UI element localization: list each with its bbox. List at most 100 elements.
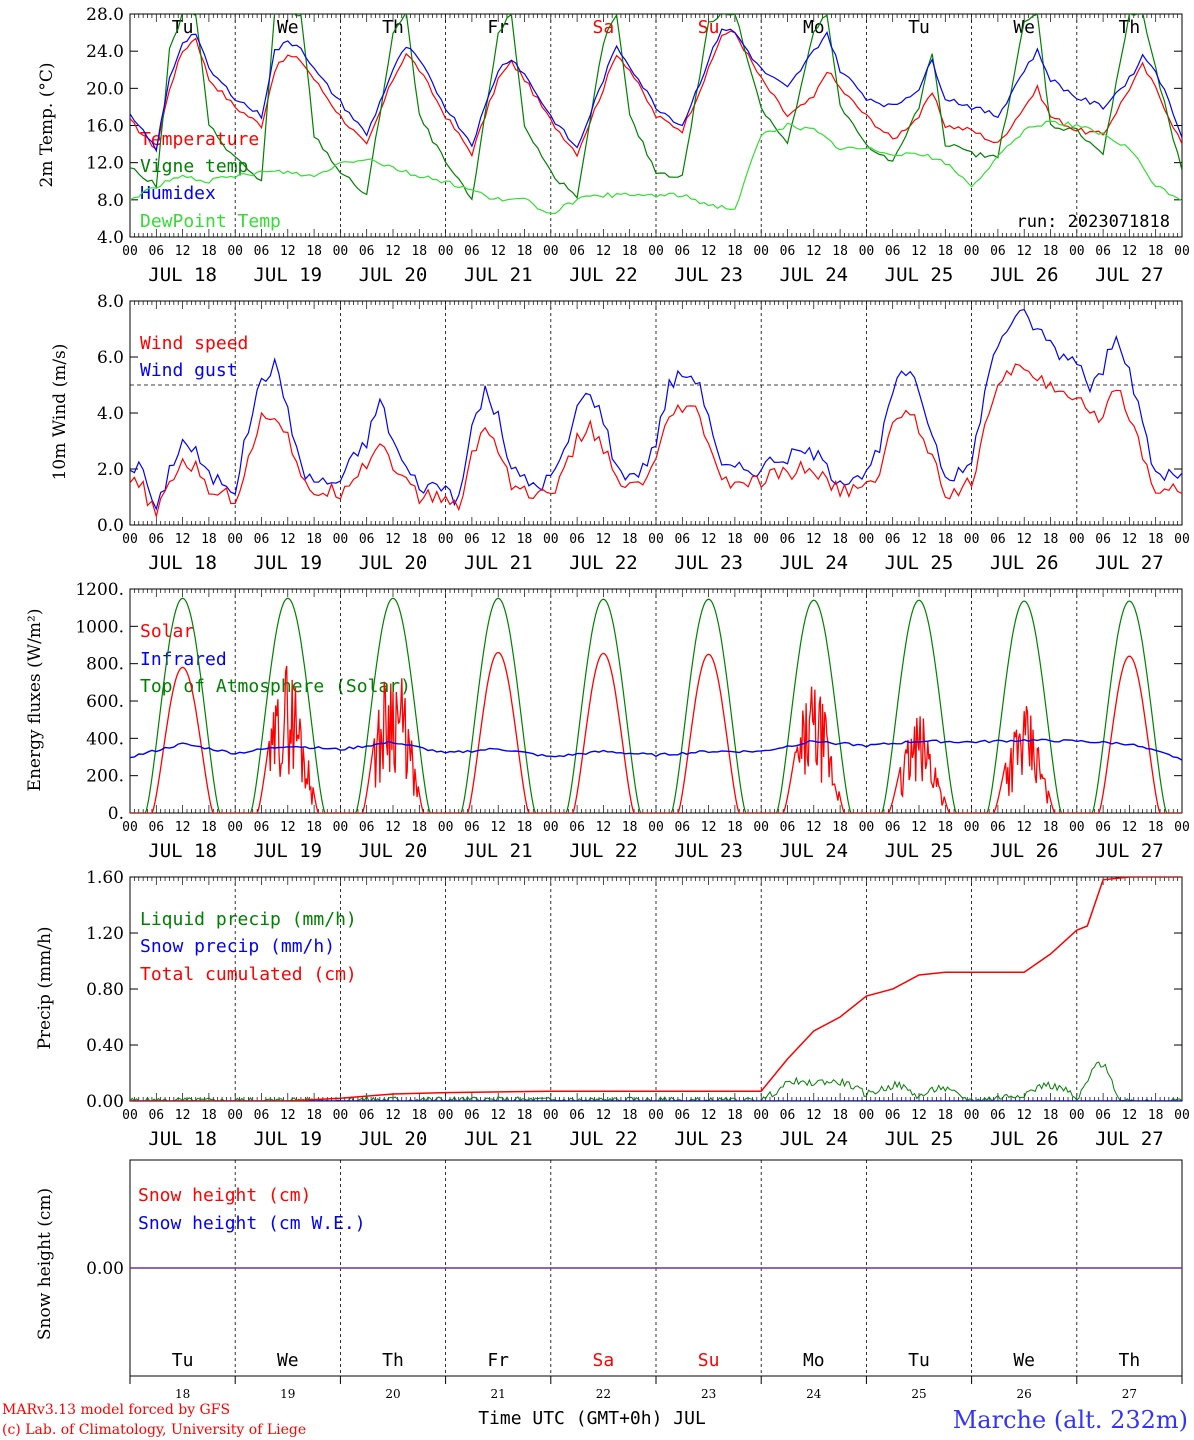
wind-panel: 10m Wind (m/s) Wind speed Wind gust: [50, 333, 248, 480]
hour-label: 00: [543, 532, 559, 547]
xaxis-title: Time UTC (GMT+0h) JUL: [478, 1408, 706, 1429]
hour-label: 12: [596, 244, 612, 259]
y-tick-label: 600.: [86, 692, 124, 712]
hour-label: 00: [753, 532, 769, 547]
hour-label: 00: [122, 1108, 138, 1123]
hour-label: 06: [254, 532, 270, 547]
date-label: JUL 27: [1095, 552, 1164, 574]
station-label: Marche (alt. 232m): [953, 1406, 1188, 1434]
day-number: 25: [911, 1387, 926, 1401]
temp-frame: [129, 13, 1183, 238]
hour-label: 06: [569, 244, 585, 259]
weekday-label: Su: [698, 1350, 720, 1371]
date-label: JUL 26: [990, 552, 1059, 574]
hour-label: 00: [438, 532, 454, 547]
hour-label: 00: [753, 1108, 769, 1123]
date-label: JUL 26: [990, 1128, 1059, 1150]
hour-label: 18: [832, 1108, 848, 1123]
hour-label: 00: [122, 820, 138, 835]
y-tick-label: 0.00: [86, 1259, 124, 1279]
day-number: 22: [596, 1387, 611, 1401]
date-label: JUL 25: [885, 840, 954, 862]
hour-label: 00: [1069, 244, 1085, 259]
hour-label: 12: [806, 532, 822, 547]
hour-label: 06: [1095, 820, 1111, 835]
hour-label: 18: [517, 244, 533, 259]
hour-label: 00: [227, 820, 243, 835]
legend-dewpoint: DewPoint Temp: [140, 211, 281, 232]
y-tick-label: 20.0: [86, 79, 124, 99]
y-tick-label: 1.20: [86, 924, 124, 944]
weekday-label: Fr: [487, 1350, 509, 1371]
hour-label: 18: [937, 532, 953, 547]
hour-label: 06: [359, 244, 375, 259]
legend-temperature: Temperature: [140, 129, 259, 150]
hour-label: 18: [937, 1108, 953, 1123]
date-label: JUL 26: [990, 840, 1059, 862]
hour-label: 12: [596, 1108, 612, 1123]
hour-label: 12: [911, 244, 927, 259]
hour-label: 06: [569, 532, 585, 547]
hour-label: 12: [596, 532, 612, 547]
hour-label: 12: [280, 244, 296, 259]
legend-infrared: Infrared: [140, 649, 227, 670]
hour-label: 18: [727, 1108, 743, 1123]
date-label: JUL 22: [569, 1128, 638, 1150]
weekday-label: Mo: [803, 1350, 825, 1371]
hour-label: 06: [674, 244, 690, 259]
hour-label: 06: [569, 820, 585, 835]
hour-label: 00: [333, 532, 349, 547]
legend-humidex: Humidex: [140, 183, 216, 204]
hour-label: 18: [411, 244, 427, 259]
y-tick-label: 800.: [86, 655, 124, 675]
hour-label: 12: [385, 532, 401, 547]
date-label: JUL 26: [990, 264, 1059, 286]
hour-label: 00: [859, 244, 875, 259]
hour-label: 00: [648, 820, 664, 835]
date-label: JUL 24: [779, 264, 848, 286]
hour-label: 06: [674, 1108, 690, 1123]
hour-label: 00: [333, 244, 349, 259]
date-label: JUL 27: [1095, 264, 1164, 286]
y-tick-label: 8.0: [97, 191, 124, 211]
hour-label: 00: [1174, 244, 1190, 259]
hour-label: 06: [885, 1108, 901, 1123]
y-tick-label: 6.0: [97, 348, 124, 368]
hour-label: 18: [517, 532, 533, 547]
hour-label: 12: [385, 1108, 401, 1123]
hour-label: 18: [411, 532, 427, 547]
date-label: JUL 21: [464, 1128, 533, 1150]
hour-label: 06: [148, 532, 164, 547]
run-label: run: 2023071818: [1016, 212, 1170, 232]
y-tick-label: 4.0: [97, 404, 124, 424]
hour-label: 12: [1016, 244, 1032, 259]
hour-label: 06: [990, 1108, 1006, 1123]
series-vigne-temp: [130, 14, 1182, 201]
hour-label: 00: [1069, 1108, 1085, 1123]
hour-label: 00: [333, 820, 349, 835]
hour-label: 06: [464, 1108, 480, 1123]
weekday-label: Tu: [908, 17, 930, 38]
date-label: JUL 24: [779, 840, 848, 862]
hour-label: 06: [359, 1108, 375, 1123]
series-dewpoint-temp: [130, 120, 1182, 215]
y-tick-label: 28.0: [86, 5, 124, 25]
hour-label: 00: [753, 244, 769, 259]
hour-label: 18: [1043, 532, 1059, 547]
hour-label: 18: [1043, 820, 1059, 835]
precip-axes: 0.00 0.40 0.80 1.20 1.60 00 06 12 18 JUL 18 00 06 12…: [86, 868, 1190, 1150]
day-number: 23: [701, 1387, 716, 1401]
y-tick-label: 16.0: [86, 117, 124, 137]
weekday-label: We: [277, 17, 299, 38]
weekday-label: Sa: [593, 1350, 615, 1371]
hour-label: 18: [937, 244, 953, 259]
hour-label: 12: [1122, 1108, 1138, 1123]
legend-toa-solar: Top of Atmosphere (Solar): [140, 676, 411, 697]
wind-series: [130, 308, 1182, 519]
hour-label: 18: [411, 820, 427, 835]
date-label: JUL 21: [464, 552, 533, 574]
hour-label: 12: [701, 820, 717, 835]
hour-label: 00: [648, 244, 664, 259]
energy-ylabel: Energy fluxes (W/m²): [25, 609, 45, 792]
